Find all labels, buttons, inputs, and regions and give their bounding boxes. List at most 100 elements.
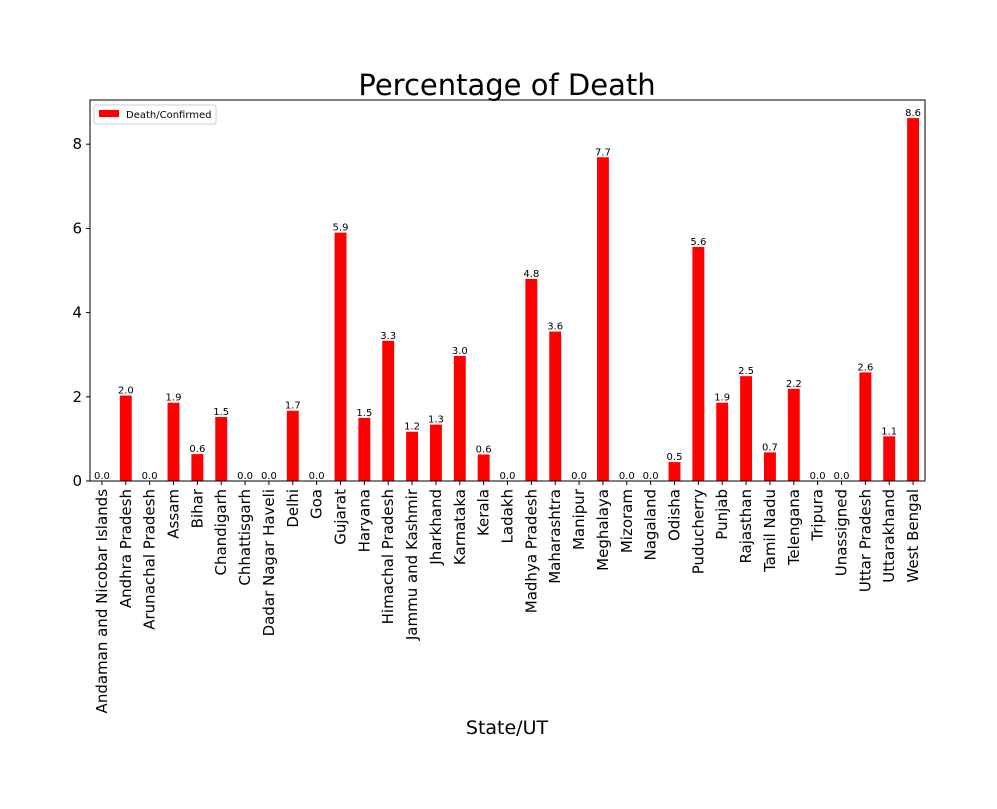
x-tick-label: Uttarakhand bbox=[880, 489, 898, 583]
bar bbox=[692, 246, 705, 481]
bar bbox=[406, 431, 419, 481]
data-label: 0.0 bbox=[94, 471, 110, 482]
bar bbox=[358, 417, 371, 481]
data-label: 7.7 bbox=[595, 147, 611, 158]
x-tick-label: Himachal Pradesh bbox=[379, 489, 397, 624]
bar bbox=[525, 278, 538, 481]
bar bbox=[859, 372, 872, 481]
x-tick-label: Karnataka bbox=[451, 489, 469, 565]
bar bbox=[763, 452, 776, 481]
data-label: 2.6 bbox=[857, 362, 873, 373]
x-tick-label: Punjab bbox=[713, 489, 731, 540]
legend-swatch bbox=[99, 110, 119, 117]
bar bbox=[167, 402, 180, 481]
data-label: 2.2 bbox=[786, 379, 802, 390]
data-label: 0.0 bbox=[810, 471, 826, 482]
x-tick-label: Uttar Pradesh bbox=[856, 489, 874, 592]
x-tick-label: Telengana bbox=[785, 489, 803, 566]
bar bbox=[716, 402, 729, 481]
x-tick-label: Odisha bbox=[666, 489, 684, 541]
data-label: 2.0 bbox=[118, 386, 134, 397]
bar bbox=[883, 436, 896, 481]
data-label: 3.3 bbox=[380, 331, 396, 342]
x-tick-label: Tamil Nadu bbox=[761, 489, 779, 573]
x-tick-label: Andaman and Nicobar Islands bbox=[93, 489, 111, 714]
data-label: 1.9 bbox=[166, 393, 182, 404]
x-tick-label: Meghalaya bbox=[594, 489, 612, 571]
data-label: 0.7 bbox=[762, 442, 778, 453]
data-label: 0.0 bbox=[500, 471, 516, 482]
x-tick-label: Andhra Pradesh bbox=[117, 489, 135, 608]
data-label: 0.6 bbox=[189, 444, 205, 455]
plot-frame bbox=[89, 99, 926, 482]
data-label: 1.9 bbox=[714, 393, 730, 404]
data-label: 0.0 bbox=[237, 471, 253, 482]
bar bbox=[549, 331, 562, 481]
data-label: 0.0 bbox=[643, 471, 659, 482]
x-tick-label: Puducherry bbox=[689, 489, 707, 574]
data-label: 1.3 bbox=[428, 415, 444, 426]
y-tick-label: 2 bbox=[72, 388, 82, 406]
data-label: 8.6 bbox=[905, 108, 921, 119]
x-tick-label: Jammu and Kashmir bbox=[403, 488, 421, 641]
bar bbox=[286, 410, 299, 481]
bar bbox=[453, 355, 466, 481]
data-label: 0.0 bbox=[142, 471, 158, 482]
x-tick-label: Dadar Nagar Haveli bbox=[260, 489, 278, 636]
data-label: 3.0 bbox=[452, 346, 468, 357]
x-tick-label: Chhattisgarh bbox=[236, 489, 254, 586]
data-label: 1.5 bbox=[213, 407, 229, 418]
bar bbox=[740, 376, 753, 481]
bar bbox=[119, 395, 132, 481]
data-label: 1.1 bbox=[881, 426, 897, 437]
y-tick-label: 6 bbox=[72, 219, 82, 237]
y-tick-label: 8 bbox=[72, 135, 82, 153]
data-label: 0.0 bbox=[834, 471, 850, 482]
data-label: 0.6 bbox=[476, 444, 492, 455]
bar bbox=[668, 462, 681, 481]
x-axis-label: State/UT bbox=[466, 717, 549, 739]
data-label: 0.0 bbox=[619, 471, 635, 482]
data-label: 5.6 bbox=[690, 237, 706, 248]
bar bbox=[382, 340, 395, 481]
x-tick-label: Nagaland bbox=[642, 489, 660, 561]
data-label: 2.5 bbox=[738, 366, 754, 377]
data-label: 1.2 bbox=[404, 422, 420, 433]
x-tick-label: Madhya Pradesh bbox=[522, 489, 540, 613]
bar bbox=[477, 454, 490, 481]
x-tick-label: Arunachal Pradesh bbox=[141, 489, 159, 630]
x-tick-label: Bihar bbox=[188, 488, 206, 528]
bar bbox=[596, 157, 609, 481]
y-axis: 0 2 4 6 8 bbox=[72, 135, 90, 490]
x-tick-label: Unassigned bbox=[833, 489, 851, 576]
x-tick-label: Manipur bbox=[570, 488, 588, 550]
data-label: 3.6 bbox=[547, 322, 563, 333]
bar bbox=[191, 454, 204, 481]
x-tick-label: Delhi bbox=[284, 489, 302, 528]
bars-group bbox=[119, 118, 920, 481]
data-label: 1.7 bbox=[285, 401, 301, 412]
x-tick-label: Jharkhand bbox=[427, 489, 445, 566]
x-tick-label: Ladakh bbox=[499, 489, 517, 543]
data-label: 5.9 bbox=[333, 223, 349, 234]
chart-title: Percentage of Death bbox=[358, 68, 655, 102]
x-tick-label: Goa bbox=[308, 489, 326, 519]
x-tick-label: Assam bbox=[165, 489, 183, 539]
data-label: 0.0 bbox=[571, 471, 587, 482]
legend-label: Death/Confirmed bbox=[126, 110, 212, 121]
data-label: 1.5 bbox=[356, 408, 372, 419]
legend-box bbox=[93, 104, 217, 125]
bar bbox=[334, 232, 347, 481]
x-tick-label: Rajasthan bbox=[737, 489, 755, 564]
legend: Death/Confirmed bbox=[93, 104, 217, 125]
data-label: 0.0 bbox=[309, 471, 325, 482]
x-tick-label: West Bengal bbox=[904, 489, 922, 583]
x-axis: Andaman and Nicobar Islands Andhra Prades… bbox=[93, 481, 922, 713]
bar bbox=[787, 388, 800, 481]
data-label: 0.5 bbox=[667, 452, 683, 463]
y-tick-label: 4 bbox=[72, 304, 82, 322]
data-label: 4.8 bbox=[523, 269, 539, 280]
bar bbox=[215, 417, 228, 481]
x-tick-label: Gujarat bbox=[332, 489, 350, 545]
